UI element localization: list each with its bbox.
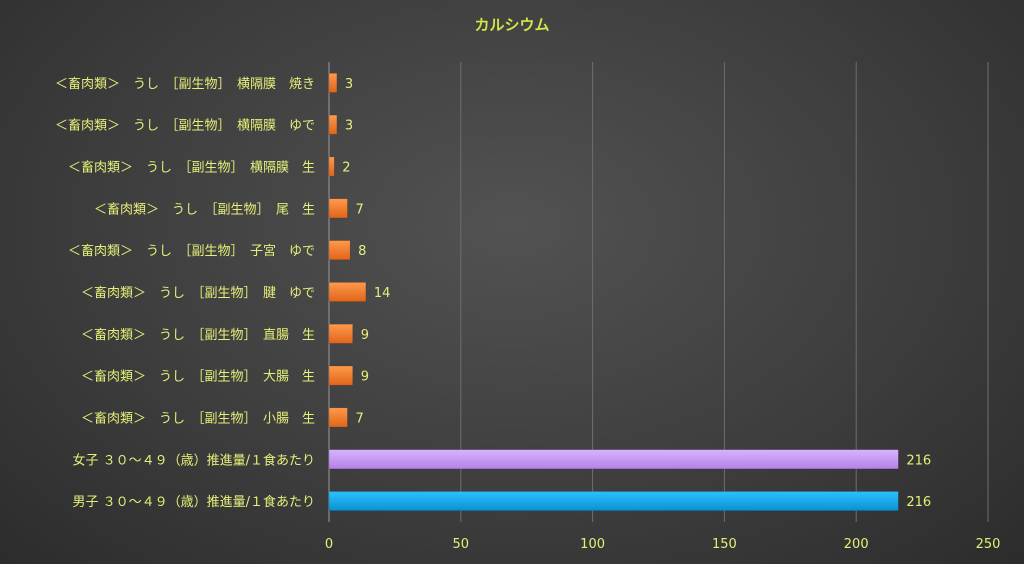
bar	[328, 365, 353, 386]
data-label: 216	[906, 495, 931, 510]
category-label: 女子 ３０～４９（歳）推進量/１食あたり	[72, 452, 315, 468]
bar	[328, 198, 348, 219]
data-label: 7	[355, 202, 363, 217]
bar	[328, 449, 899, 470]
data-label: 9	[361, 370, 369, 385]
x-tick-label: 0	[325, 537, 333, 552]
data-label: 7	[355, 411, 363, 426]
data-label: 8	[358, 244, 366, 259]
category-label: ＜畜肉類＞ うし ［副生物］ 横隔膜 生	[68, 160, 315, 176]
category-label: ＜畜肉類＞ うし ［副生物］ 大腸 生	[81, 369, 315, 385]
data-label: 14	[374, 286, 391, 301]
data-label: 3	[345, 119, 353, 134]
x-tick-label: 50	[453, 537, 470, 552]
chart-title: カルシウム	[474, 16, 549, 34]
bar	[328, 240, 351, 261]
bar	[328, 282, 367, 302]
category-label: ＜畜肉類＞ うし ［副生物］ 横隔膜 ゆで	[55, 118, 315, 134]
category-label: ＜畜肉類＞ うし ［副生物］ 横隔膜 焼き	[55, 76, 315, 92]
data-label: 9	[361, 328, 369, 343]
bar	[328, 73, 338, 93]
x-tick-label: 250	[976, 537, 1001, 552]
data-label: 216	[906, 453, 931, 468]
tick-layer: 0 50 100 150 200 250	[325, 537, 1001, 552]
bar	[328, 407, 348, 428]
x-tick-label: 100	[580, 537, 605, 552]
category-label: ＜畜肉類＞ うし ［副生物］ 小腸 生	[81, 410, 315, 426]
category-label: ＜畜肉類＞ うし ［副生物］ 子宮 ゆで	[68, 243, 315, 259]
bar	[328, 156, 335, 177]
data-label: 2	[342, 161, 350, 176]
label-layer: 3 ＜畜肉類＞ うし ［副生物］ 横隔膜 焼き 3 ＜畜肉類＞ うし ［副生物］ 横隔…	[55, 76, 931, 510]
category-label: 男子 ３０～４９（歳）推進量/１食あたり	[72, 494, 315, 510]
x-tick-label: 150	[712, 537, 737, 552]
x-tick-label: 200	[844, 537, 869, 552]
category-label: ＜畜肉類＞ うし ［副生物］ 尾 生	[94, 201, 315, 217]
data-label: 3	[345, 77, 353, 92]
bar-layer	[328, 73, 899, 511]
category-label: ＜畜肉類＞ うし ［副生物］ 直腸 生	[81, 327, 315, 343]
bar	[328, 323, 353, 344]
bar	[328, 491, 899, 511]
bar	[328, 114, 338, 135]
category-label: ＜畜肉類＞ うし ［副生物］ 腱 ゆで	[81, 285, 315, 301]
